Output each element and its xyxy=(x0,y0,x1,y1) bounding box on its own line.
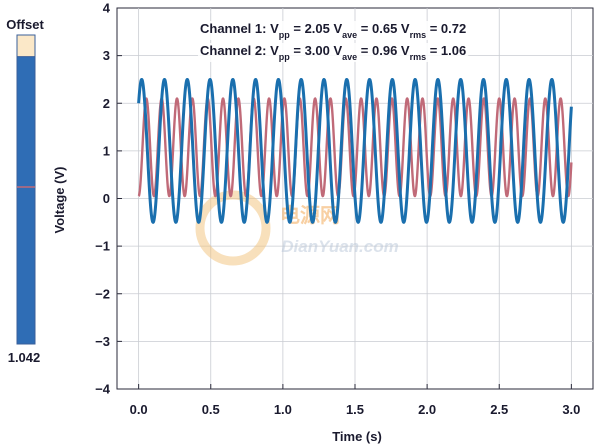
y-tick-label: 2 xyxy=(103,96,110,111)
y-tick-label: 0 xyxy=(103,191,110,206)
x-tick-labels: 0.0 0.5 1.0 1.5 2.0 2.5 3.0 xyxy=(130,402,581,417)
offset-value: 1.042 xyxy=(8,350,41,365)
offset-label: Offset xyxy=(6,17,44,32)
annotation-channel-1: Channel 1: Vpp = 2.05 Vave = 0.65 Vrms =… xyxy=(200,21,466,40)
y-tick-label: 3 xyxy=(103,48,110,63)
series-layer xyxy=(137,77,573,224)
watermark-logo-icon xyxy=(195,190,271,266)
offset-level-bar[interactable] xyxy=(16,56,36,345)
x-tick-label: 3.0 xyxy=(562,402,580,417)
x-axis-label: Time (s) xyxy=(332,429,382,444)
y-axis-label: Voltage (V) xyxy=(52,167,67,234)
y-tick-label: 1 xyxy=(103,143,110,158)
annotations: Channel 1: Vpp = 2.05 Vave = 0.65 Vrms =… xyxy=(198,21,469,62)
x-tick-label: 0.0 xyxy=(130,402,148,417)
x-tick-label: 2.5 xyxy=(490,402,508,417)
x-tick-label: 1.5 xyxy=(346,402,364,417)
y-tick-label: −4 xyxy=(95,382,111,397)
ticks xyxy=(117,7,572,390)
annotation-channel-2: Channel 2: Vpp = 3.00 Vave = 0.96 Vrms =… xyxy=(200,43,466,62)
y-tick-label: −3 xyxy=(95,334,110,349)
y-tick-label: −1 xyxy=(95,239,110,254)
x-tick-label: 0.5 xyxy=(202,402,220,417)
x-tick-label: 2.0 xyxy=(418,402,436,417)
series-line-channel-2 xyxy=(137,77,573,224)
y-tick-labels: −4 −3 −2 −1 0 1 2 3 4 xyxy=(95,1,111,397)
y-tick-label: 4 xyxy=(103,1,111,16)
x-tick-label: 1.0 xyxy=(274,402,292,417)
watermark-en: DianYuan.com xyxy=(281,237,398,256)
annotation-background xyxy=(198,43,469,62)
annotation-background xyxy=(198,21,469,40)
y-tick-label: −2 xyxy=(95,286,110,301)
offset-panel: Offset 1.042 xyxy=(6,17,44,365)
